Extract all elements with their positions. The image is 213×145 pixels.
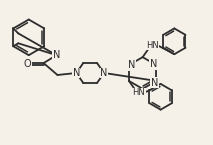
Text: HN: HN <box>132 88 145 97</box>
Text: N: N <box>128 60 136 70</box>
Text: N: N <box>100 68 108 78</box>
Text: N: N <box>150 59 157 69</box>
Text: N: N <box>53 50 60 60</box>
Text: O: O <box>24 59 32 69</box>
Text: N: N <box>151 78 158 88</box>
Text: N: N <box>73 68 80 78</box>
Text: HN: HN <box>146 41 159 50</box>
